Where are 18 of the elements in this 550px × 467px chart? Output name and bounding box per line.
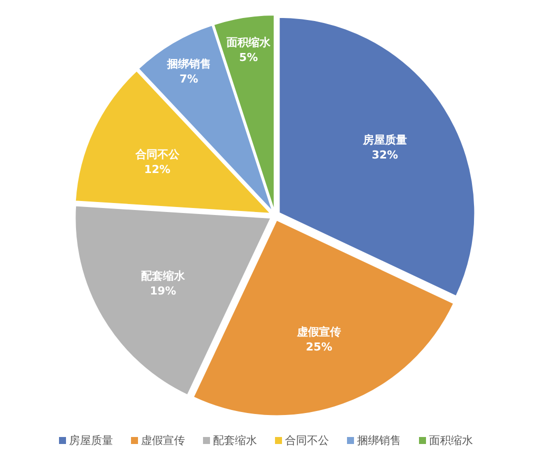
slice-label: 合同不公 bbox=[134, 148, 180, 161]
legend-label: 房屋质量 bbox=[69, 434, 113, 448]
data-label: 32% bbox=[372, 148, 398, 162]
slice-label: 捆绑销售 bbox=[166, 58, 211, 71]
data-label: 5% bbox=[239, 51, 258, 64]
data-label: 19% bbox=[150, 284, 176, 298]
slice-label: 配套缩水 bbox=[141, 270, 186, 283]
data-label: 7% bbox=[180, 72, 198, 86]
legend-label: 配套缩水 bbox=[213, 434, 257, 448]
slice-label: 虚假宣传 bbox=[296, 326, 342, 339]
slice-label: 面积缩水 bbox=[226, 36, 272, 50]
data-label: 12% bbox=[144, 162, 170, 176]
legend-label: 虚假宣传 bbox=[141, 434, 185, 448]
legend-label: 面积缩水 bbox=[429, 434, 473, 448]
legend-label: 捆绑销售 bbox=[357, 434, 401, 448]
legend-label: 合同不公 bbox=[285, 434, 329, 448]
data-label: 25% bbox=[306, 340, 332, 354]
slice-label: 房屋质量 bbox=[362, 134, 407, 147]
